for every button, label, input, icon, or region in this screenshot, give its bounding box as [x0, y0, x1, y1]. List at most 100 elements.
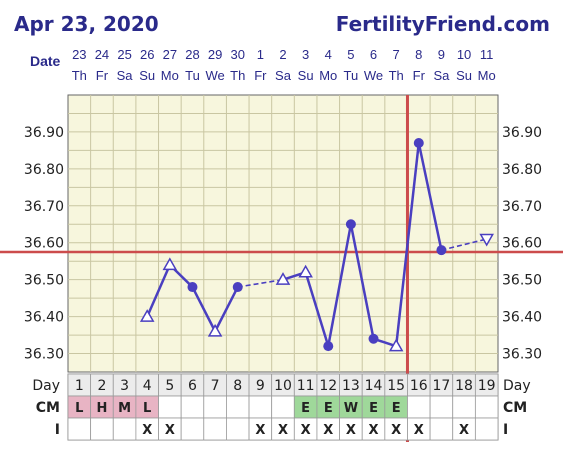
date-label: 23 — [72, 47, 86, 62]
temp-point-filled — [232, 282, 243, 293]
temp-point-open-triangle — [162, 257, 178, 271]
temp-segment — [146, 264, 171, 318]
cm-value: E — [369, 401, 378, 416]
cycle-day-label: 14 — [365, 378, 383, 394]
weekday-label: Su — [298, 68, 314, 83]
cycle-day-label: 19 — [478, 378, 496, 394]
temperature-line — [146, 142, 487, 348]
y-tick-label-left: 36.80 — [24, 162, 64, 178]
cycle-day-label: 11 — [297, 378, 315, 394]
intercourse-cell — [474, 417, 499, 441]
y-tick-label-left: 36.90 — [24, 125, 64, 141]
cycle-day-label: 6 — [188, 378, 197, 394]
cm-cell — [248, 395, 273, 419]
intercourse-mark: X — [142, 423, 152, 438]
weekday-label: Su — [139, 68, 155, 83]
cm-value: M — [118, 401, 131, 416]
row-label-right: I — [503, 422, 508, 438]
date-row-label: Date — [30, 53, 61, 69]
date-label: 9 — [438, 47, 445, 62]
chart-date: Apr 23, 2020 — [14, 12, 159, 36]
intercourse-mark: X — [301, 423, 311, 438]
weekday-label: Fr — [96, 68, 109, 83]
y-tick-label-left: 36.50 — [24, 273, 64, 289]
cm-value: L — [143, 401, 151, 416]
intercourse-cell — [180, 417, 205, 441]
temp-point-filled — [368, 333, 379, 344]
temp-point-filled — [323, 341, 334, 352]
row-label-left: CM — [36, 400, 60, 416]
weekday-label: Sa — [275, 68, 292, 83]
y-tick-label-right: 36.80 — [502, 162, 542, 178]
cycle-day-label: 17 — [433, 378, 451, 394]
intercourse-cell — [90, 417, 114, 441]
temp-point-filled — [413, 138, 424, 149]
intercourse-cell — [203, 417, 227, 441]
weekday-label: We — [364, 68, 383, 83]
cm-value: H — [97, 401, 108, 416]
y-axis-left: 36.30 36.40 36.50 36.60 36.70 36.80 36.90 — [24, 125, 64, 363]
y-tick-label-right: 36.50 — [502, 273, 542, 289]
temp-point-filled — [345, 219, 356, 230]
weekday-label: Su — [456, 68, 472, 83]
temperature-markers — [139, 138, 494, 352]
date-label: 11 — [480, 47, 494, 62]
intercourse-mark: X — [414, 423, 424, 438]
date-label: 7 — [393, 47, 400, 62]
y-tick-label-right: 36.60 — [502, 236, 542, 252]
temp-segment — [304, 271, 330, 347]
intercourse-mark: X — [278, 423, 288, 438]
cm-cell — [180, 395, 205, 419]
y-tick-label-left: 36.40 — [24, 310, 64, 326]
cm-value: E — [301, 401, 310, 416]
cycle-day-label: 7 — [211, 378, 220, 394]
date-label: 28 — [185, 47, 199, 62]
cm-cell — [158, 395, 182, 419]
date-row: 23 24 25 26 27 28 29 30 1 2 3 4 5 6 7 8 9 10 11 — [72, 47, 493, 62]
cycle-day-label: 5 — [165, 378, 174, 394]
cycle-day-label: 1 — [75, 378, 84, 394]
date-label: 1 — [257, 47, 264, 62]
cm-cell — [429, 395, 454, 419]
date-label: 26 — [140, 47, 154, 62]
cycle-day-label: 9 — [256, 378, 265, 394]
intercourse-cell — [67, 417, 92, 441]
date-label: 3 — [302, 47, 309, 62]
date-label: 4 — [325, 47, 332, 62]
cm-value: E — [392, 401, 401, 416]
y-tick-label-right: 36.90 — [502, 125, 542, 141]
y-tick-label-right: 36.40 — [502, 310, 542, 326]
weekday-row: Th Fr Sa Su Mo Tu We Th Fr Sa Su Mo Tu We Th Fr Sa Su Mo — [72, 68, 496, 83]
temp-point-open-triangle — [388, 338, 404, 352]
weekday-label: Mo — [161, 68, 179, 83]
site-name: FertilityFriend.com — [336, 12, 550, 36]
cm-cell — [474, 395, 499, 419]
date-label: 24 — [95, 47, 109, 62]
temp-point-open-triangle — [479, 233, 494, 247]
date-label: 10 — [457, 47, 471, 62]
weekday-label: Sa — [433, 68, 450, 83]
date-label: 6 — [370, 47, 377, 62]
intercourse-mark: X — [346, 423, 356, 438]
plot-area — [67, 94, 499, 373]
y-tick-label-left: 36.60 — [24, 236, 64, 252]
y-tick-label-left: 36.70 — [24, 199, 64, 215]
weekday-label: Mo — [478, 68, 496, 83]
temp-segment — [327, 224, 353, 347]
cycle-day-label: 10 — [274, 378, 292, 394]
intercourse-mark: X — [165, 423, 175, 438]
weekday-label: Tu — [344, 68, 359, 83]
weekday-label: Th — [230, 68, 245, 83]
intercourse-mark: X — [369, 423, 379, 438]
cm-value: E — [324, 401, 333, 416]
temp-point-open-triangle — [275, 272, 291, 285]
date-label: 29 — [208, 47, 222, 62]
date-label: 5 — [347, 47, 354, 62]
cm-cell — [203, 395, 227, 419]
cm-value: W — [344, 401, 358, 416]
weekday-label: We — [205, 68, 224, 83]
cm-cell — [452, 395, 476, 419]
intercourse-mark: X — [323, 423, 333, 438]
weekday-label: Th — [72, 68, 87, 83]
